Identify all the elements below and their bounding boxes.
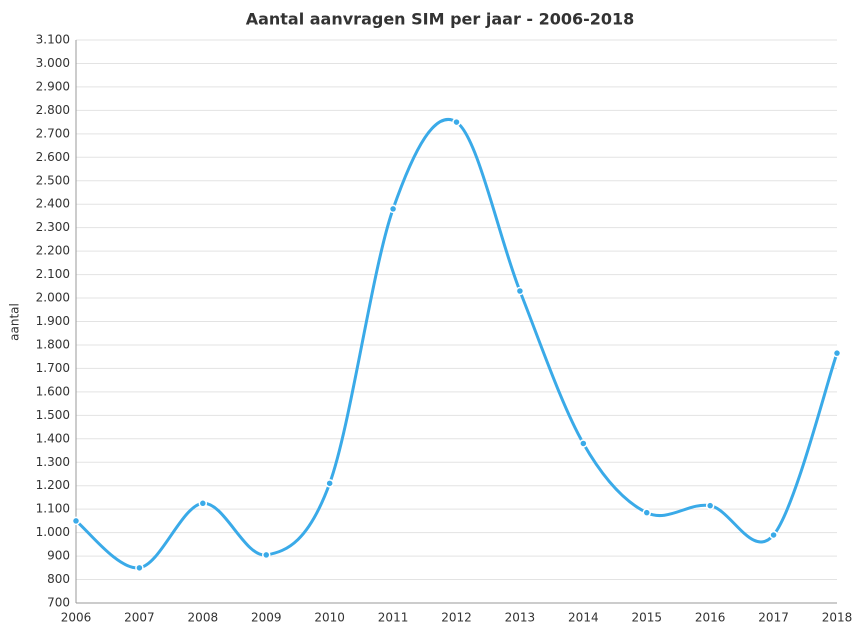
x-tick-label: 2009: [251, 611, 282, 625]
x-tick-label: 2010: [314, 611, 345, 625]
x-tick-label: 2006: [61, 611, 92, 625]
point: [832, 348, 842, 358]
y-tick-label: 1.600: [36, 384, 70, 398]
x-tick-label: 2014: [568, 611, 599, 625]
x-tick-label: 2016: [695, 611, 726, 625]
y-tick-label: 3.000: [36, 56, 70, 70]
y-tick-label: 1.500: [36, 408, 70, 422]
y-tick-label: 2.100: [36, 267, 70, 281]
y-tick-label: 2.300: [36, 220, 70, 234]
x-tick-label: 2012: [441, 611, 472, 625]
point: [325, 479, 334, 488]
point: [198, 499, 208, 508]
y-tick-label: 2.000: [36, 291, 70, 305]
x-tick-label: 2011: [378, 611, 409, 625]
y-tick-label: 1.400: [36, 431, 70, 445]
y-tick-label: 1.700: [36, 361, 70, 375]
y-tick-label: 3.100: [36, 33, 70, 47]
y-tick-label: 800: [47, 572, 70, 586]
point: [642, 508, 651, 517]
y-tick-label: 2.700: [36, 126, 70, 140]
y-tick-label: 2.800: [36, 103, 70, 117]
y-tick-label: 2.500: [36, 173, 70, 187]
y-tick-label: 2.400: [36, 197, 70, 211]
y-tick-label: 1.200: [36, 478, 70, 492]
y-tick-label: 1.800: [36, 337, 70, 351]
y-tick-label: 1.000: [36, 525, 70, 539]
y-tick-label: 2.600: [36, 150, 70, 164]
y-tick-label: 1.900: [36, 314, 70, 328]
point: [705, 501, 715, 510]
x-tick-label: 2007: [124, 611, 155, 625]
y-tick-label: 1.100: [36, 502, 70, 516]
x-tick-label: 2018: [822, 611, 853, 625]
chart-title: Aantal aanvragen SIM per jaar - 2006-201…: [246, 10, 635, 29]
y-axis-label: aantal: [8, 303, 22, 341]
point: [579, 439, 588, 448]
x-tick-label: 2008: [188, 611, 219, 625]
point: [452, 117, 461, 127]
y-tick-label: 2.200: [36, 244, 70, 258]
point: [135, 563, 144, 573]
x-tick-label: 2015: [631, 611, 662, 625]
point: [71, 516, 81, 526]
point: [388, 204, 398, 214]
point: [769, 530, 778, 540]
y-tick-label: 2.900: [36, 79, 70, 93]
y-tick-label: 900: [47, 549, 70, 563]
y-tick-label: 1.300: [36, 455, 70, 469]
x-tick-label: 2013: [505, 611, 536, 625]
x-tick-label: 2017: [758, 611, 789, 625]
y-tick-label: 700: [47, 596, 70, 610]
point: [515, 286, 525, 296]
line: [75, 118, 839, 570]
point: [262, 550, 271, 560]
